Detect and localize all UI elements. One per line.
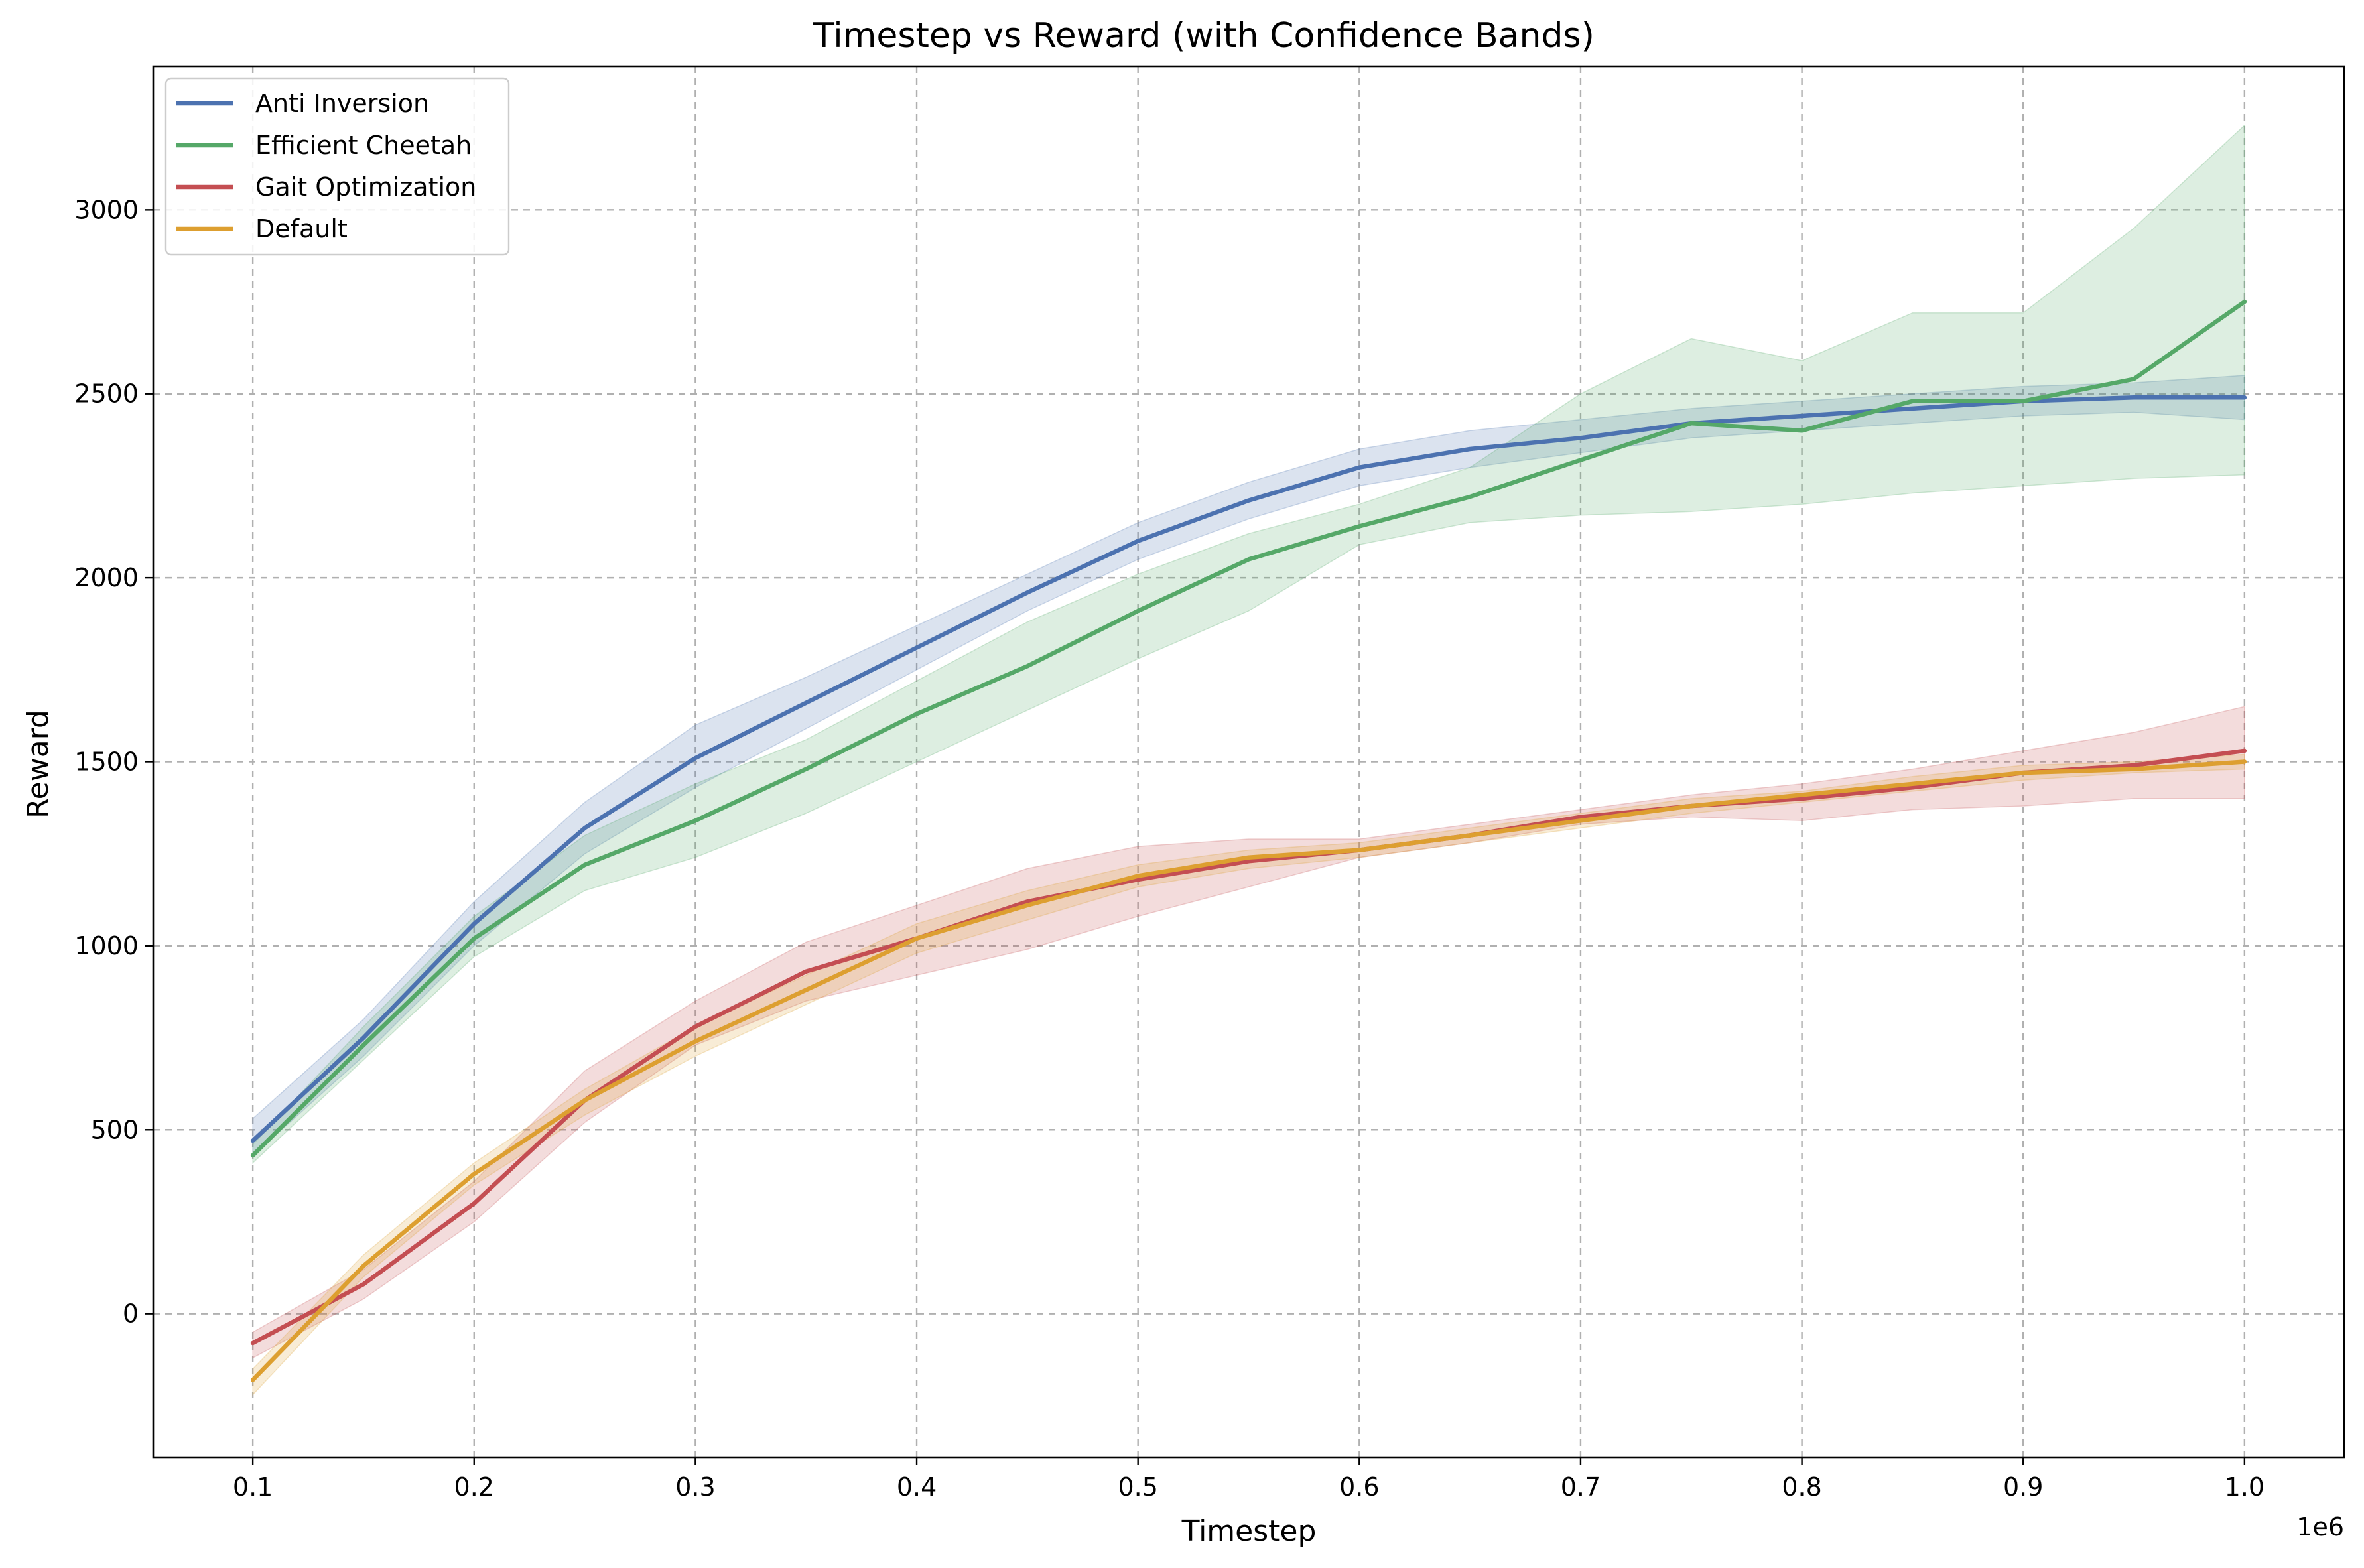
x-tick-label: 0.3 xyxy=(675,1472,715,1502)
x-tick-label: 1.0 xyxy=(2225,1472,2265,1502)
confidence-bands xyxy=(252,124,2245,1396)
y-tick-label: 0 xyxy=(123,1299,139,1329)
legend-label-default: Default xyxy=(255,214,348,243)
x-tick-label: 0.5 xyxy=(1118,1472,1157,1502)
band-anti-inversion xyxy=(252,375,2245,1157)
band-default xyxy=(252,753,2245,1396)
line-default xyxy=(250,759,2247,1382)
y-tick-label: 1500 xyxy=(74,748,139,777)
y-tick-label: 2000 xyxy=(74,563,139,592)
x-tick-label: 0.1 xyxy=(233,1472,273,1502)
x-tick-label: 0.9 xyxy=(2003,1472,2043,1502)
y-tick-label: 500 xyxy=(90,1115,139,1144)
x-axis-offset-label: 1e6 xyxy=(2296,1512,2344,1541)
x-tick-label: 0.6 xyxy=(1339,1472,1379,1502)
x-axis-label: Timestep xyxy=(1181,1514,1317,1548)
legend: Anti Inversion Efficient Cheetah Gait Opti… xyxy=(164,77,510,256)
chart-title: Timestep vs Reward (with Confidence Band… xyxy=(813,16,1595,56)
band-efficient-cheetah xyxy=(252,124,2245,1164)
legend-frame xyxy=(164,77,510,256)
x-tick-label: 0.7 xyxy=(1561,1472,1601,1502)
series-lines xyxy=(250,299,2247,1382)
band-gait-optimization xyxy=(252,706,2245,1359)
y-tick-label: 2500 xyxy=(74,379,139,409)
y-axis-ticks: 0 500 1000 1500 2000 2500 3000 xyxy=(74,195,153,1329)
line-anti-inversion xyxy=(250,395,2247,1143)
x-axis-ticks: 0.1 0.2 0.3 0.4 0.5 0.6 0.7 0.8 0.9 1.0 xyxy=(233,1457,2265,1502)
y-axis-label: Reward xyxy=(21,710,55,818)
legend-label-anti-inversion: Anti Inversion xyxy=(255,89,429,118)
y-tick-label: 3000 xyxy=(74,195,139,224)
line-efficient-cheetah xyxy=(250,299,2247,1158)
legend-label-efficient-cheetah: Efficient Cheetah xyxy=(255,131,472,160)
x-tick-label: 0.4 xyxy=(897,1472,937,1502)
grid xyxy=(153,66,2344,1457)
x-tick-label: 0.2 xyxy=(454,1472,494,1502)
legend-label-gait-optimization: Gait Optimization xyxy=(255,172,476,202)
x-tick-label: 0.8 xyxy=(1782,1472,1821,1502)
y-tick-label: 1000 xyxy=(74,931,139,960)
